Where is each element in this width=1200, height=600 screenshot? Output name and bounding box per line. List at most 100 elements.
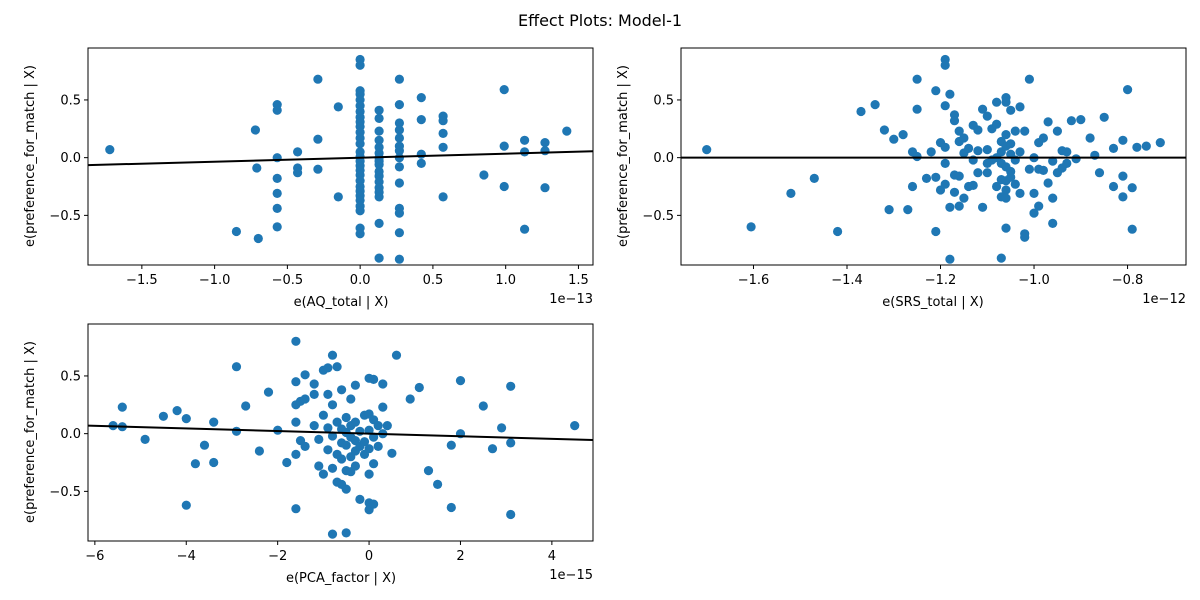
scatter-point [369, 459, 379, 469]
scatter-point [350, 417, 360, 427]
scatter-point [931, 226, 941, 237]
x-axis-label: e(AQ_total | X) [294, 295, 389, 310]
scatter-point [300, 394, 310, 404]
scatter-point [327, 400, 338, 410]
scatter-point [973, 146, 983, 156]
scatter-point [252, 163, 262, 173]
scatter-point [350, 461, 360, 471]
scatter-point [327, 431, 338, 441]
scatter-point [253, 233, 263, 244]
scatter-point [1015, 102, 1025, 112]
scatter-point [231, 426, 242, 436]
scatter-point [309, 389, 319, 399]
scatter-point [1062, 147, 1072, 157]
scatter-point [940, 101, 950, 111]
scatter-point [945, 254, 955, 264]
scatter-point [272, 173, 282, 183]
x-tick-label: −2 [268, 549, 287, 564]
scatter-point [231, 226, 241, 237]
scatter-point [940, 60, 950, 70]
scatter-point [1029, 208, 1039, 218]
axes-frame [87, 47, 594, 266]
scatter-point [355, 206, 365, 216]
scatter-point [327, 463, 338, 473]
scatter-point [1029, 188, 1039, 198]
x-tick-label: −0.5 [272, 273, 304, 288]
scatter-point [341, 528, 351, 538]
scatter-point [1108, 181, 1119, 192]
y-tick-label: 0.0 [60, 151, 81, 166]
scatter-point [949, 187, 960, 197]
scatter-point [394, 118, 404, 128]
scatter-point [314, 434, 324, 444]
scatter-point [992, 181, 1002, 192]
scatter-point [374, 126, 384, 136]
subplot-pca-factor: e(PCA_factor | X) e(preference_for_match… [23, 323, 594, 586]
scatter-point [355, 60, 365, 70]
scatter-point [282, 457, 292, 468]
scatter-point [341, 412, 351, 423]
scatter-point [499, 141, 509, 151]
scatter-point [332, 417, 342, 427]
scatter-point [1127, 224, 1137, 234]
scatter-point [570, 421, 580, 431]
scatter-point [394, 133, 404, 143]
scatter-point [540, 183, 550, 193]
scatter-point [562, 126, 572, 136]
scatter-point [291, 377, 301, 387]
scatter-point [506, 381, 516, 391]
scatter-point [982, 111, 992, 121]
scatter-point [992, 97, 1002, 107]
scatter-point [272, 188, 282, 198]
scatter-point [978, 104, 988, 114]
scatter-point [702, 145, 712, 155]
scatter-point [374, 218, 384, 228]
scatter-point [903, 205, 913, 215]
scatter-point [940, 142, 950, 152]
scatter-point [912, 104, 922, 114]
scatter-point [364, 425, 374, 435]
scatter-point [350, 380, 360, 390]
x-tick-label: −1.4 [831, 273, 863, 288]
scatter-point [487, 444, 498, 454]
scatter-point [499, 181, 509, 192]
scatter-point [416, 158, 426, 168]
scatter-point [272, 105, 282, 115]
fit-line [88, 150, 593, 167]
scatter-point [1085, 133, 1095, 143]
scatter-point [992, 119, 1002, 129]
scatter-point [309, 421, 319, 431]
scatter-point [520, 147, 530, 157]
scatter-point [364, 469, 374, 479]
scatter-point [479, 170, 489, 180]
axes-frame [680, 47, 1187, 266]
scatter-point [416, 93, 426, 103]
scatter-point [954, 171, 964, 181]
scatter-point [1020, 126, 1030, 136]
scatter-point [940, 158, 950, 168]
scatter-point [1015, 188, 1025, 198]
scatter-point [438, 116, 448, 126]
scatter-point [1010, 179, 1020, 189]
scatter-point [912, 151, 922, 162]
scatter-point [359, 437, 370, 447]
scatter-point [333, 102, 343, 112]
scatter-point [968, 180, 978, 190]
scatter-point [1034, 201, 1044, 211]
scatter-point [117, 402, 127, 412]
scatter-point [884, 205, 894, 215]
scatter-point [1043, 117, 1053, 127]
scatter-point [327, 529, 338, 539]
scatter-point [291, 504, 301, 514]
fit-line [88, 424, 593, 442]
x-tick-label: 1.0 [495, 273, 516, 288]
x-tick-label: 0.0 [350, 273, 371, 288]
scatter-point [1001, 223, 1011, 233]
scatter-point [341, 440, 351, 450]
scatter-point [520, 135, 530, 145]
scatter-point [1001, 130, 1011, 140]
scatter-point [945, 202, 955, 212]
scatter-point [1006, 105, 1016, 115]
scatter-points [108, 336, 580, 539]
